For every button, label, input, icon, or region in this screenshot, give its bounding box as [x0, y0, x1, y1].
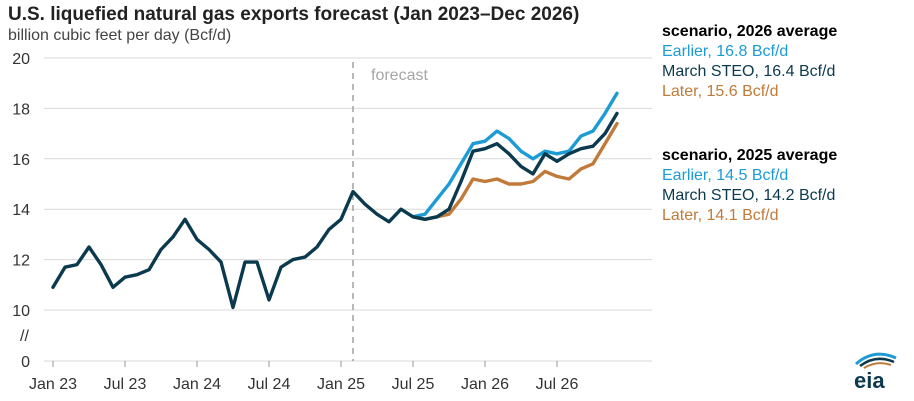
forecast-label: forecast [371, 67, 428, 84]
x-tick-label: Jul 24 [248, 376, 291, 393]
legend-2025-march: March STEO, 14.2 Bcf/d [662, 187, 836, 204]
legend-2026-march: March STEO, 16.4 Bcf/d [662, 63, 836, 80]
chart-subtitle: billion cubic feet per day (Bcf/d) [8, 27, 232, 44]
logo-text: eia [854, 368, 885, 392]
legend-2025-heading: scenario, 2025 average [662, 147, 838, 164]
y-axis-break: // [20, 328, 29, 345]
x-tick-label: Jul 25 [392, 376, 435, 393]
y-tick-label: 16 [12, 152, 30, 169]
legend-2026: scenario, 2026 average Earlier, 16.8 Bcf… [662, 22, 837, 102]
legend-2026-heading: scenario, 2026 average [662, 23, 838, 40]
grid-lines [44, 57, 652, 362]
series-line-earlier [411, 91, 619, 219]
y-tick-label: 14 [12, 202, 30, 219]
y-tick-label: 20 [12, 51, 30, 68]
y-tick-label: 18 [12, 101, 30, 118]
x-tick-label: Jul 26 [536, 376, 579, 393]
legend-2025-earlier: Earlier, 14.5 Bcf/d [662, 167, 789, 184]
forecast-marker: forecast [352, 62, 428, 361]
chart-title: U.S. liquefied natural gas exports forec… [8, 4, 580, 25]
x-tick-label: Jan 25 [317, 376, 365, 393]
x-tick-labels: Jan 23 Jul 23 Jan 24 Jul 24 Jan 25 Jul 25 Jan … [29, 361, 578, 393]
y-tick-label: 0 [21, 354, 30, 371]
eia-logo: eia [854, 352, 897, 392]
x-tick-label: Jan 24 [173, 376, 221, 393]
x-tick-label: Jan 26 [461, 376, 509, 393]
legend-2025: scenario, 2025 average Earlier, 14.5 Bcf… [662, 146, 837, 226]
x-tick-label: Jan 23 [29, 376, 77, 393]
legend-2026-earlier: Earlier, 16.8 Bcf/d [662, 43, 789, 60]
legend-2025-later: Later, 14.1 Bcf/d [662, 207, 779, 224]
y-tick-labels: 0 10 12 14 16 18 20 // [12, 51, 30, 371]
series-line-march [51, 111, 619, 310]
series-lines [51, 91, 619, 310]
legend-2026-later: Later, 15.6 Bcf/d [662, 83, 779, 100]
x-tick-label: Jul 23 [104, 376, 147, 393]
y-tick-label: 12 [12, 253, 30, 270]
y-tick-label: 10 [12, 303, 30, 320]
series-line-later [411, 121, 619, 222]
